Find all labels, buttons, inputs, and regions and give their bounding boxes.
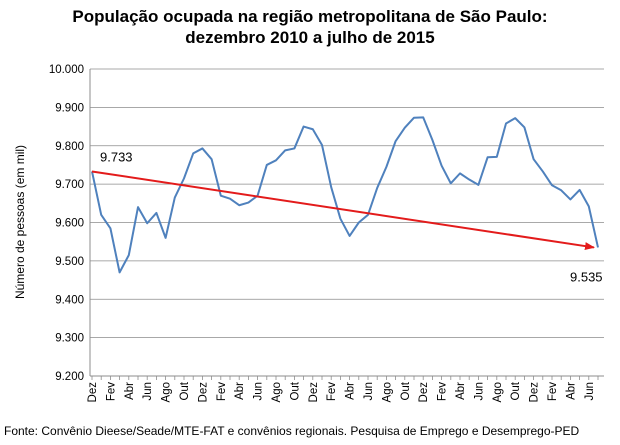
x-tick-label: Jun	[363, 382, 375, 401]
y-axis-title: Número de pessoas (em mil)	[13, 145, 27, 299]
x-tick-label: Fev	[105, 382, 117, 401]
chart-title: População ocupada na região metropolitan…	[0, 6, 620, 48]
x-tick-label: Abr	[234, 382, 246, 400]
x-tick-label: Dez	[418, 382, 430, 403]
x-tick-label: Dez	[87, 382, 99, 403]
y-tick-label: 9.200	[55, 371, 84, 383]
trend-end-label: 9.535	[570, 269, 603, 284]
source-footnote: Fonte: Convênio Dieese/Seade/MTE-FAT e c…	[4, 424, 580, 438]
y-tick-label: 9.700	[55, 179, 84, 191]
x-tick-label: Abr	[565, 382, 577, 400]
x-tick-label: Out	[289, 381, 301, 400]
x-tick-label: Ago	[271, 382, 283, 402]
y-tick-label: 9.500	[55, 256, 84, 268]
series-line	[91, 116, 599, 274]
x-tick-label: Jun	[253, 382, 265, 401]
x-tick-label: Fev	[437, 382, 449, 401]
x-tick-label: Abr	[345, 382, 357, 400]
x-tick-label: Fev	[216, 382, 228, 401]
y-tick-label: 10.000	[49, 64, 84, 76]
x-tick-label: Fev	[326, 382, 338, 401]
y-tick-label: 9.800	[55, 141, 84, 153]
x-tick-label: Out	[510, 381, 522, 400]
x-tick-label: Ago	[492, 382, 504, 402]
x-tick-label: Jun	[473, 382, 485, 401]
y-tick-label: 9.600	[55, 218, 84, 230]
x-tick-label: Jun	[142, 382, 154, 401]
trend-start-label: 9.733	[100, 149, 133, 164]
trend-arrow	[91, 170, 595, 251]
x-tick-label: Ago	[161, 382, 173, 402]
x-tick-label: Dez	[308, 382, 320, 403]
x-tick-label: Out	[400, 381, 412, 400]
y-tick-label: 9.900	[55, 102, 84, 114]
chart-title-line-2: dezembro 2010 a julho de 2015	[185, 28, 435, 47]
x-tick-label: Fev	[547, 382, 559, 401]
x-tick-label: Abr	[124, 382, 136, 400]
x-tick-label: Dez	[529, 382, 541, 403]
x-tick-label: Dez	[197, 382, 209, 403]
y-tick-label: 9.400	[55, 294, 84, 306]
x-tick-label: Ago	[381, 382, 393, 402]
x-tick-label: Abr	[455, 382, 467, 400]
y-tick-label: 9.300	[55, 333, 84, 345]
chart-title-line-1: População ocupada na região metropolitan…	[72, 7, 548, 26]
x-tick-label: Jun	[584, 382, 596, 401]
x-tick-label: Out	[179, 381, 191, 400]
